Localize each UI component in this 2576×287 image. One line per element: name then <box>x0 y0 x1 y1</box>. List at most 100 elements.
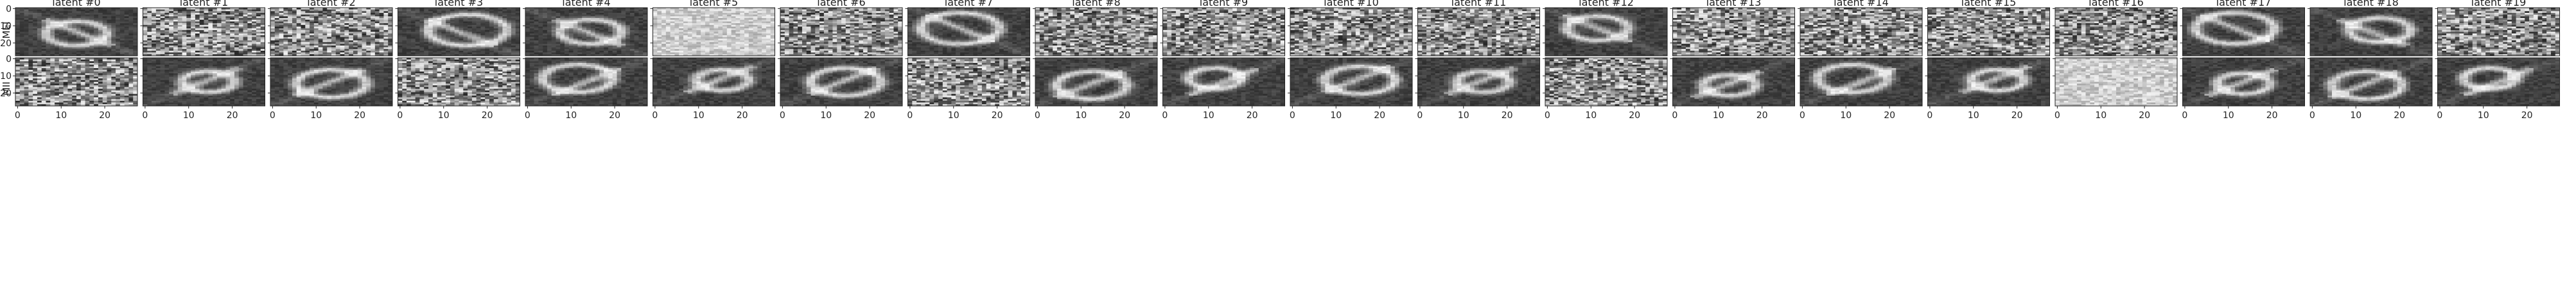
panel-latent-6: latent #60 10 20 <box>778 0 902 121</box>
x-tick-label: 10 <box>2350 110 2361 121</box>
mei-image-13 <box>1673 8 1795 56</box>
x-tick-label: 10 <box>1330 110 1342 121</box>
x-tick-label: 0 <box>2437 110 2442 121</box>
x-tick-label: 20 <box>2011 110 2023 121</box>
x-tick-label: 20 <box>864 110 875 121</box>
mii-image-16 <box>2055 58 2177 106</box>
x-tick-label: 0 <box>1417 110 1423 121</box>
x-tick-label: 0 <box>1290 110 1295 121</box>
mei-image-17 <box>2183 8 2305 56</box>
x-tick-label: 10 <box>2095 110 2107 121</box>
panel-latent-4: latent #4 0 10 20 <box>523 0 647 121</box>
mei-image-11 <box>1418 8 1540 56</box>
x-tick-label: 0 <box>142 110 148 121</box>
mii-image-9 <box>1163 58 1285 106</box>
x-tick-label: 10 <box>2223 110 2234 121</box>
y-tick-label: 20 <box>0 89 12 99</box>
x-tick-label: 0 <box>1800 110 1805 121</box>
mii-image-11 <box>1418 58 1540 106</box>
panel-latent-7: latent #70 10 20 <box>906 0 1030 121</box>
x-tick-label: 0 <box>1545 110 1550 121</box>
mii-image-17 <box>2183 58 2305 106</box>
mei-image-7 <box>908 8 1030 56</box>
x-tick-label: 10 <box>948 110 959 121</box>
x-tick-label: 20 <box>737 110 748 121</box>
x-tick-label: 20 <box>1884 110 1895 121</box>
mii-image-12 <box>1545 58 1667 106</box>
x-tick-label: 0 <box>907 110 913 121</box>
mii-image-4 <box>525 58 647 106</box>
mei-image-12 <box>1545 8 1667 56</box>
x-tick-label: 10 <box>1840 110 1852 121</box>
panel-title: latent #10 <box>1324 0 1379 8</box>
x-tick-label: 0 <box>15 110 21 121</box>
panel-title: latent #8 <box>1072 0 1120 8</box>
x-tick-label: 0 <box>1035 110 1040 121</box>
x-tick-label: 20 <box>99 110 110 121</box>
panel-title: latent #3 <box>435 0 483 8</box>
x-tick-label: 0 <box>1162 110 1168 121</box>
panel-title: latent #1 <box>180 0 228 8</box>
panel-latent-10: latent #100 10 20 <box>1288 0 1412 121</box>
panel-latent-16: latent #160 10 20 <box>2053 0 2177 121</box>
x-tick-label: 20 <box>1119 110 1130 121</box>
x-tick-label: 10 <box>438 110 450 121</box>
panel-title: latent #15 <box>1961 0 2017 8</box>
mii-image-1 <box>143 58 265 106</box>
x-tick-label: 0 <box>525 110 530 121</box>
panel-title: latent #13 <box>1706 0 1762 8</box>
y-tick-label: 10 <box>0 71 12 82</box>
mei-image-15 <box>1928 8 2050 56</box>
mei-image-3 <box>398 8 520 56</box>
mii-image-3 <box>398 58 520 106</box>
panel-latent-1: latent #10 10 20 <box>141 0 265 121</box>
panel-title: latent #9 <box>1200 0 1248 8</box>
x-tick-label: 20 <box>1757 110 1768 121</box>
x-tick-label: 20 <box>609 110 620 121</box>
mii-image-2 <box>270 58 392 106</box>
x-tick-label: 10 <box>55 110 67 121</box>
x-tick-label: 10 <box>565 110 577 121</box>
mei-image-6 <box>780 8 902 56</box>
x-tick-label: 0 <box>2309 110 2315 121</box>
x-tick-label: 20 <box>1629 110 1640 121</box>
x-tick-label: 10 <box>310 110 322 121</box>
x-tick-label: 20 <box>2521 110 2533 121</box>
y-tick-label: 20 <box>0 39 12 49</box>
panel-title: latent #12 <box>1579 0 1634 8</box>
panel-latent-19: latent #190 10 20 <box>2435 0 2560 121</box>
panel-title: latent #14 <box>1834 0 1889 8</box>
y-tick-label: 10 <box>0 21 12 31</box>
x-tick-label: 0 <box>1672 110 1678 121</box>
mii-image-8 <box>1035 58 1157 106</box>
panel-title: latent #17 <box>2216 0 2272 8</box>
x-tick-label: 10 <box>820 110 832 121</box>
x-tick-label: 10 <box>1585 110 1597 121</box>
x-tick-label: 0 <box>780 110 785 121</box>
mii-image-15 <box>1928 58 2050 106</box>
x-tick-label: 10 <box>183 110 195 121</box>
x-tick-label: 10 <box>2478 110 2489 121</box>
mei-image-2 <box>270 8 392 56</box>
mii-image-7 <box>908 58 1030 106</box>
panel-latent-2: latent #20 10 20 <box>268 0 392 121</box>
mei-image-5 <box>653 8 775 56</box>
mii-image-10 <box>1290 58 1412 106</box>
panel-title: latent #2 <box>307 0 355 8</box>
mii-image-19 <box>2438 58 2560 106</box>
x-tick-label: 20 <box>482 110 493 121</box>
x-tick-label: 0 <box>652 110 658 121</box>
mii-image-5 <box>653 58 775 106</box>
panel-title: latent #18 <box>2344 0 2399 8</box>
x-tick-label: 20 <box>2266 110 2278 121</box>
panel-title: latent #4 <box>562 0 610 8</box>
mii-image-13 <box>1673 58 1795 106</box>
panel-latent-11: latent #110 10 20 <box>1415 0 1540 121</box>
x-tick-label: 0 <box>2182 110 2187 121</box>
x-tick-label: 20 <box>2394 110 2405 121</box>
x-tick-label: 0 <box>397 110 403 121</box>
panel-latent-3: latent #3 0 10 20 <box>396 0 520 121</box>
panel-latent-12: latent #12 0 10 20 <box>1543 0 1667 121</box>
